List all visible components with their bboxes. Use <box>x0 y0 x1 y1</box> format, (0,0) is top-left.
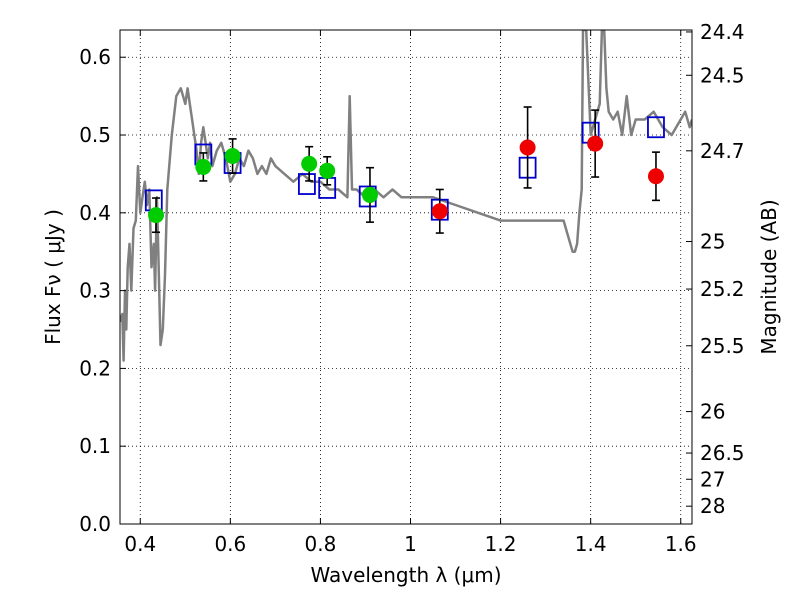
observed-photometry-point <box>148 207 165 224</box>
x-tick-label: 0.4 <box>124 532 156 556</box>
magnitude-tick-label: 26 <box>700 400 725 424</box>
x-tick-label: 1 <box>404 532 417 556</box>
plot-frame <box>119 29 693 525</box>
magnitude-axis-ticks: 24.4 24.5 24.7 25 25.2 25.5 26 26.527 28 <box>686 20 745 518</box>
magnitude-tick-label: 25.5 <box>700 334 745 358</box>
spectrum-line <box>120 30 692 362</box>
x-tick-label: 0.6 <box>214 532 246 556</box>
magnitude-tick-label: 28 <box>700 494 725 518</box>
observed-photometry-point <box>301 155 318 172</box>
x-tick-label: 1.2 <box>485 532 517 556</box>
grid-lines <box>120 30 692 524</box>
y-axis-label: Flux Fν ( μJy ) <box>41 209 65 345</box>
y-tick-label: 0.6 <box>79 45 111 69</box>
observed-photometry-point <box>519 139 536 156</box>
magnitude-tick-label: 24.7 <box>700 139 745 163</box>
y-tick-label: 0.3 <box>79 279 111 303</box>
x-axis-label: Wavelength λ (μm) <box>310 563 501 587</box>
spectrum-layer <box>120 30 692 362</box>
y-axis-ticks: 0.0 0.1 0.2 0.3 0.4 0.5 0.6 <box>79 45 126 536</box>
observed-photometry-point <box>195 158 212 175</box>
x-tick-label: 1.6 <box>665 532 697 556</box>
x-tick-label: 0.8 <box>305 532 337 556</box>
y-tick-label: 0.1 <box>79 434 111 458</box>
y-tick-label: 0.5 <box>79 123 111 147</box>
magnitude-tick-label: 25 <box>700 230 725 254</box>
observed-photometry-point <box>431 203 448 220</box>
observed-photometry-point <box>647 168 664 185</box>
observed-photometry-point <box>224 148 241 165</box>
magnitude-axis-label: Magnitude (AB) <box>757 199 781 354</box>
observed-photometry-point <box>319 162 336 179</box>
model-photometry-square <box>647 116 665 139</box>
x-tick-label: 1.4 <box>575 532 607 556</box>
observed-photometry-point <box>361 186 378 203</box>
observed-photometry-point <box>587 135 604 152</box>
magnitude-tick-label: 26.5 <box>700 441 745 465</box>
marker-layer <box>144 106 665 234</box>
model-photometry-square <box>298 173 316 195</box>
magnitude-tick-label: 24.4 <box>700 20 745 44</box>
y-tick-label: 0.2 <box>79 356 111 380</box>
magnitude-tick-label: 27 <box>700 467 725 491</box>
y-tick-label: 0.4 <box>79 201 111 225</box>
y-tick-label: 0.0 <box>79 512 111 536</box>
x-axis-ticks: 0.4 0.6 0.8 1 1.2 1.4 1.6 <box>124 30 697 556</box>
magnitude-tick-label: 24.5 <box>700 63 745 87</box>
magnitude-tick-label: 25.2 <box>700 277 745 301</box>
